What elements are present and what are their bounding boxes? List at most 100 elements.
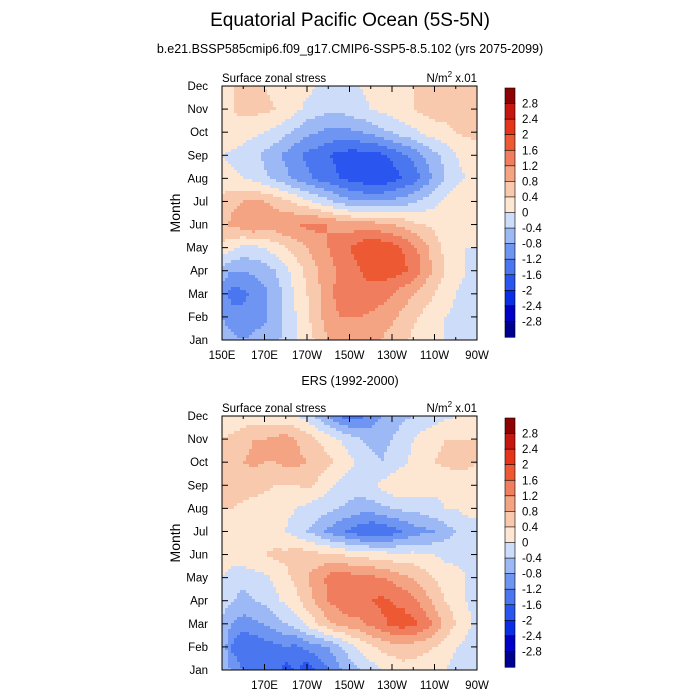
contour-cell xyxy=(228,170,232,174)
contour-cell xyxy=(282,170,286,174)
contour-cell xyxy=(264,215,268,219)
contour-cell xyxy=(384,107,388,111)
contour-cell xyxy=(279,203,283,207)
contour-cell xyxy=(357,215,361,219)
contour-cell xyxy=(240,176,244,180)
contour-cell xyxy=(456,116,460,120)
contour-cell xyxy=(342,224,346,228)
contour-cell xyxy=(240,242,244,246)
contour-cell xyxy=(417,227,421,231)
contour-cell xyxy=(342,143,346,147)
contour-cell xyxy=(375,149,379,153)
contour-cell xyxy=(321,122,325,126)
contour-cell xyxy=(432,212,436,216)
contour-cell xyxy=(291,95,295,99)
contour-cell xyxy=(351,260,355,264)
contour-cell xyxy=(297,260,301,264)
contour-cell xyxy=(453,161,457,165)
contour-cell xyxy=(225,245,229,249)
contour-cell xyxy=(282,140,286,144)
contour-cell xyxy=(369,182,373,186)
contour-cell xyxy=(309,140,313,144)
contour-cell xyxy=(474,137,478,141)
contour-cell xyxy=(270,212,274,216)
contour-cell xyxy=(405,167,409,171)
contour-cell xyxy=(336,152,340,156)
contour-cell xyxy=(432,113,436,117)
contour-cell xyxy=(375,176,379,180)
contour-cell xyxy=(222,161,226,165)
contour-cell xyxy=(387,134,391,138)
contour-cell xyxy=(318,110,322,114)
contour-cell xyxy=(225,254,229,258)
contour-cell xyxy=(318,194,322,198)
contour-cell xyxy=(240,155,244,159)
contour-cell xyxy=(318,233,322,237)
contour-cell xyxy=(243,125,247,129)
contour-cell xyxy=(465,236,469,240)
contour-cell xyxy=(420,191,424,195)
contour-cell xyxy=(366,227,370,231)
contour-cell xyxy=(396,167,400,171)
contour-cell xyxy=(459,173,463,177)
contour-cell xyxy=(234,92,238,96)
contour-cell xyxy=(474,92,478,96)
contour-cell xyxy=(408,236,412,240)
contour-cell xyxy=(222,188,226,192)
contour-cell xyxy=(444,254,448,258)
contour-cell xyxy=(231,251,235,255)
contour-cell xyxy=(405,218,409,222)
contour-cell xyxy=(246,236,250,240)
contour-cell xyxy=(252,191,256,195)
contour-cell xyxy=(252,122,256,126)
contour-cell xyxy=(237,224,241,228)
contour-cell xyxy=(453,191,457,195)
contour-cell xyxy=(351,191,355,195)
contour-cell xyxy=(453,215,457,219)
contour-cell xyxy=(456,110,460,114)
contour-cell xyxy=(297,152,301,156)
contour-cell xyxy=(360,212,364,216)
contour-cell xyxy=(438,218,442,222)
contour-cell xyxy=(249,242,253,246)
contour-cell xyxy=(393,206,397,210)
contour-cell xyxy=(318,212,322,216)
contour-cell xyxy=(312,104,316,108)
contour-cell xyxy=(264,137,268,141)
contour-cell xyxy=(288,173,292,177)
contour-cell xyxy=(372,125,376,129)
contour-cell xyxy=(360,236,364,240)
contour-cell xyxy=(420,224,424,228)
contour-cell xyxy=(429,212,433,216)
contour-cell xyxy=(390,155,394,159)
contour-cell xyxy=(405,110,409,114)
contour-cell xyxy=(222,92,226,96)
contour-cell xyxy=(297,233,301,237)
contour-cell xyxy=(312,260,316,264)
contour-cell xyxy=(372,119,376,123)
contour-cell xyxy=(336,122,340,126)
contour-cell xyxy=(282,119,286,123)
contour-cell xyxy=(240,167,244,171)
contour-cell xyxy=(408,197,412,201)
contour-cell xyxy=(390,158,394,162)
contour-cell xyxy=(360,131,364,135)
contour-cell xyxy=(402,95,406,99)
contour-cell xyxy=(372,155,376,159)
contour-cell xyxy=(465,143,469,147)
contour-cell xyxy=(249,152,253,156)
contour-cell xyxy=(306,173,310,177)
contour-cell xyxy=(357,254,361,258)
contour-cell xyxy=(240,185,244,189)
contour-cell xyxy=(291,257,295,261)
contour-cell xyxy=(240,101,244,105)
contour-cell xyxy=(363,224,367,228)
contour-cell xyxy=(225,89,229,93)
contour-cell xyxy=(291,158,295,162)
contour-cell xyxy=(390,200,394,204)
contour-cell xyxy=(288,233,292,237)
contour-cell xyxy=(276,209,280,213)
contour-cell xyxy=(393,248,397,252)
contour-cell xyxy=(288,110,292,114)
contour-cell xyxy=(444,122,448,126)
